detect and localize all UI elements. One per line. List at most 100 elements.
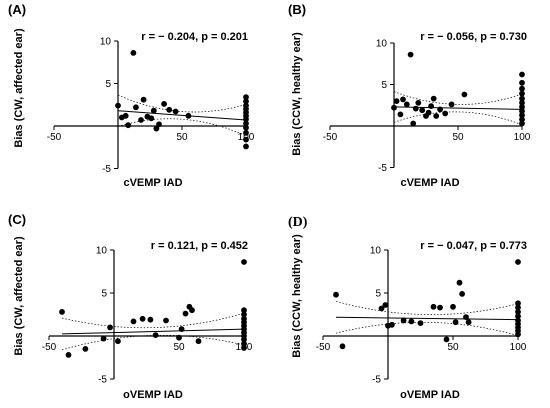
confidence-band-upper [335, 300, 519, 315]
x-tick-label: 50 [447, 342, 459, 353]
data-point [452, 319, 459, 326]
data-point [519, 79, 525, 86]
data-point [195, 338, 202, 345]
data-point [465, 319, 472, 326]
data-point [407, 51, 414, 58]
data-point [140, 96, 147, 103]
data-point [459, 291, 465, 297]
y-tick-label: 5 [381, 80, 387, 91]
data-point [241, 345, 247, 351]
data-point [107, 324, 113, 331]
data-point [515, 304, 521, 311]
data-point [243, 116, 249, 123]
data-point [519, 90, 525, 97]
x-tick-label: -50 [316, 342, 331, 353]
data-point [419, 107, 426, 114]
data-point [115, 102, 121, 109]
data-point [417, 320, 424, 326]
data-point [185, 112, 192, 119]
data-point [519, 99, 525, 106]
panel-a: (A)r = − 0.204, p = 0.201-5050100105-5cV… [8, 2, 255, 189]
x-tick-label: -50 [42, 342, 57, 353]
data-point [415, 99, 422, 106]
data-point [125, 122, 132, 129]
panel-label: (D) [288, 215, 308, 230]
data-point [133, 104, 139, 111]
data-point [243, 129, 249, 136]
x-axis-label: cVEMP IAD [400, 177, 459, 189]
data-point [243, 136, 249, 143]
y-axis-label: Bias (CW, affected ear) [13, 28, 25, 148]
panel-b: (B) r = − 0.056, p = 0.730 -50 50 100 10 5 -5 cV… [288, 2, 531, 189]
data-point [515, 300, 521, 307]
data-point [100, 335, 107, 342]
data-point [433, 113, 440, 119]
data-point [178, 326, 185, 332]
data-point [430, 95, 437, 102]
data-point [138, 117, 144, 123]
data-point [172, 108, 179, 115]
data-point [397, 111, 404, 118]
data-point [408, 318, 415, 325]
confidence-band-upper [61, 312, 245, 329]
data-point [450, 303, 456, 310]
data-point [389, 321, 395, 328]
data-point [425, 109, 432, 116]
data-point [393, 98, 400, 104]
x-tick-label: 100 [510, 342, 527, 353]
panel-d: (D) r = − 0.047, p = 0.773 -50 50 100 10 5 -5 oV… [288, 215, 527, 401]
data-point [410, 120, 417, 127]
data-point [519, 112, 525, 119]
y-axis-label: Bias (CW, affected ear) [13, 236, 25, 356]
data-point [403, 101, 410, 108]
data-point [519, 71, 525, 78]
data-point [519, 104, 525, 110]
data-point [189, 307, 195, 314]
data-point [382, 302, 389, 308]
data-point [166, 106, 173, 113]
data-point [241, 340, 247, 347]
data-point [437, 106, 443, 113]
x-axis-label: cVEMP IAD [123, 177, 182, 189]
data-point [59, 309, 65, 315]
x-tick-label: -50 [47, 132, 62, 143]
confidence-band-lower [61, 334, 245, 351]
y-tick-label: 10 [370, 246, 382, 257]
data-point [139, 315, 146, 322]
x-axis-label: oVEMP IAD [400, 389, 460, 401]
data-point [147, 316, 154, 323]
data-point [243, 120, 249, 127]
data-point [412, 105, 419, 112]
data-point [515, 259, 521, 265]
data-point [339, 343, 346, 350]
y-tick-label: 10 [96, 246, 108, 257]
y-tick-label: 10 [376, 39, 388, 50]
data-point [65, 352, 72, 358]
data-point [400, 317, 407, 324]
data-point [241, 336, 247, 343]
data-point [153, 125, 160, 132]
data-point [437, 304, 443, 311]
correlation-annotation: r = 0.121, p = 0.452 [151, 240, 248, 252]
data-point [378, 305, 385, 312]
data-point [150, 107, 157, 114]
correlation-annotation: r = − 0.047, p = 0.773 [420, 240, 527, 252]
data-point [243, 98, 249, 105]
data-point [519, 85, 525, 92]
y-axis-label: Bias (CCW, healthy ear) [291, 32, 303, 156]
y-tick-label: 10 [100, 37, 112, 48]
data-point [130, 318, 137, 325]
data-point [176, 334, 182, 341]
data-point [243, 94, 249, 100]
data-point [519, 108, 525, 114]
data-point [333, 291, 339, 298]
y-axis-label: Bias (CCW, healthy ear) [291, 234, 303, 358]
y-tick-label: -5 [98, 375, 107, 386]
data-point [391, 104, 397, 111]
x-tick-label: -50 [323, 132, 338, 143]
correlation-annotation: r = − 0.056, p = 0.730 [420, 31, 527, 43]
data-point [519, 120, 525, 127]
data-point [163, 317, 169, 324]
confidence-band-upper [117, 94, 247, 113]
